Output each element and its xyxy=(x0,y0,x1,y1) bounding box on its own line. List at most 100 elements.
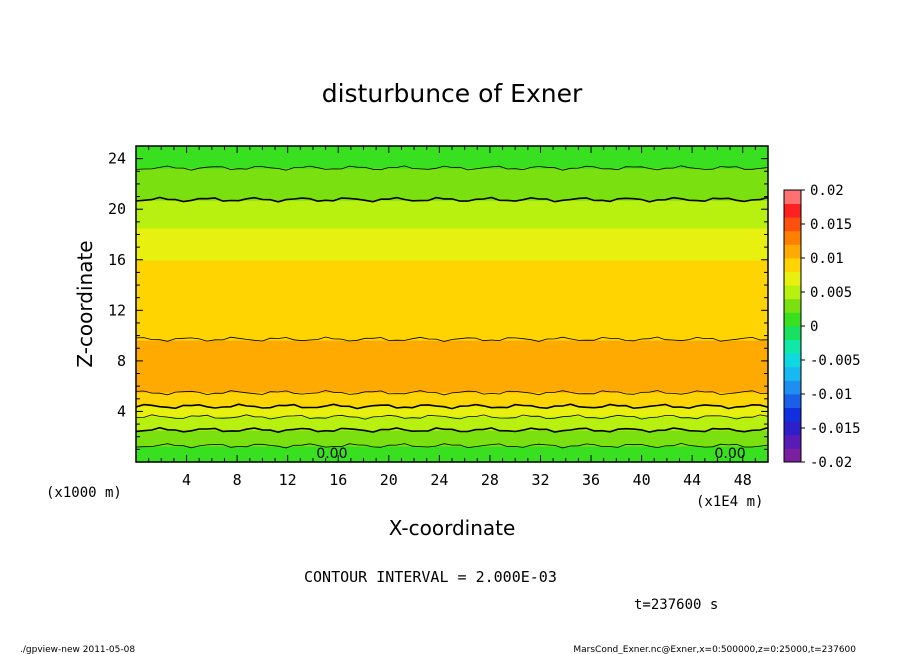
field-band xyxy=(136,184,768,187)
field-band xyxy=(136,292,768,295)
field-band xyxy=(136,372,768,375)
colorbar-label: 0 xyxy=(810,319,818,335)
field-band xyxy=(136,212,768,215)
colorbar-label: 0.02 xyxy=(810,183,844,199)
field-band xyxy=(136,216,768,219)
field-band xyxy=(136,302,768,305)
contour-label: 0.00 xyxy=(714,446,745,462)
field-band xyxy=(136,370,768,373)
field-band xyxy=(136,356,768,359)
colorbar-swatch xyxy=(784,326,801,340)
x-tick-label: 4 xyxy=(182,471,191,489)
contour-line xyxy=(135,414,769,420)
colorbar-swatch xyxy=(784,298,801,313)
y-tick-label: 20 xyxy=(108,200,126,218)
field-band xyxy=(136,276,768,279)
field-band xyxy=(136,300,768,303)
contour-line xyxy=(135,196,769,203)
field-band xyxy=(136,340,768,343)
field-band xyxy=(136,440,768,443)
field-band xyxy=(136,406,768,409)
colorbar-label: -0.015 xyxy=(810,421,861,437)
field-band xyxy=(136,154,768,157)
contour-line xyxy=(135,426,769,434)
field-band xyxy=(136,376,768,379)
x-tick-label: 24 xyxy=(430,471,448,489)
contour-line xyxy=(135,442,769,449)
field-band xyxy=(136,282,768,285)
field-band xyxy=(136,160,768,163)
field-band xyxy=(136,318,768,321)
contour-line xyxy=(135,165,769,171)
colorbar-label: 0.015 xyxy=(810,217,852,233)
field-band xyxy=(136,222,768,225)
colorbar-swatch xyxy=(784,271,801,286)
field-band xyxy=(136,368,768,371)
field-band xyxy=(136,310,768,313)
colorbar-swatch xyxy=(784,353,801,368)
field-band xyxy=(136,270,768,273)
field-band xyxy=(136,390,768,393)
field-band xyxy=(136,358,768,361)
field-band xyxy=(136,150,768,153)
chart-title: disturbunce of Exner xyxy=(322,79,583,108)
y-tick-label: 4 xyxy=(117,402,126,420)
field-band xyxy=(136,250,768,253)
field-band xyxy=(136,202,768,205)
field-band xyxy=(136,156,768,159)
colorbar: 0.02 0.015 0.01 0.005 0 -0.005 -0.01 -0.015 -0.0… xyxy=(783,183,861,471)
field-band xyxy=(136,402,768,405)
x-tick-label: 48 xyxy=(734,471,752,489)
field-band xyxy=(136,230,768,233)
field-band xyxy=(136,446,768,449)
field-band xyxy=(136,416,768,419)
colorbar-label: -0.005 xyxy=(810,353,861,369)
field-band xyxy=(136,188,768,191)
colorbar-label: -0.01 xyxy=(810,387,852,403)
field-band xyxy=(136,404,768,407)
field-band xyxy=(136,388,768,391)
field-band xyxy=(136,246,768,249)
field-band xyxy=(136,260,768,263)
field-band xyxy=(136,194,768,197)
field-band xyxy=(136,168,768,171)
field-band xyxy=(136,448,768,451)
colorbar-swatch xyxy=(784,366,801,381)
field-band xyxy=(136,228,768,231)
colorbar-swatch xyxy=(784,285,801,300)
colorbar-swatch xyxy=(784,244,801,259)
colorbar-swatch xyxy=(784,394,801,408)
field-band xyxy=(136,432,768,435)
field-band xyxy=(136,244,768,247)
field-band xyxy=(136,394,768,397)
field-band xyxy=(136,152,768,155)
field-band xyxy=(136,272,768,275)
colorbar-swatch xyxy=(784,434,801,449)
contour-label: 0.00 xyxy=(316,446,347,462)
field-band xyxy=(136,200,768,203)
field-band xyxy=(136,378,768,381)
footer-right: MarsCond_Exner.nc@Exner,x=0:500000,z=0:2… xyxy=(573,645,856,654)
colorbar-swatch xyxy=(784,190,801,204)
field-band xyxy=(136,364,768,367)
field-band xyxy=(136,334,768,337)
y-tick-label: 12 xyxy=(108,301,126,319)
colorbar-label: 0.005 xyxy=(810,285,852,301)
field-band xyxy=(136,328,768,331)
contour-line xyxy=(135,403,769,410)
field-band xyxy=(136,400,768,403)
field-band xyxy=(136,178,768,181)
x-tick-label: 20 xyxy=(380,471,398,489)
field-band xyxy=(136,280,768,283)
x-tick-label: 16 xyxy=(329,471,347,489)
field-band xyxy=(136,262,768,265)
field-band xyxy=(136,242,768,245)
field-band xyxy=(136,158,768,161)
y-tick-label: 8 xyxy=(117,352,126,370)
y-axis-label: Z-coordinate xyxy=(73,240,97,367)
field-band xyxy=(136,306,768,309)
field-band xyxy=(136,360,768,363)
field-band xyxy=(136,176,768,179)
field-band xyxy=(136,324,768,327)
